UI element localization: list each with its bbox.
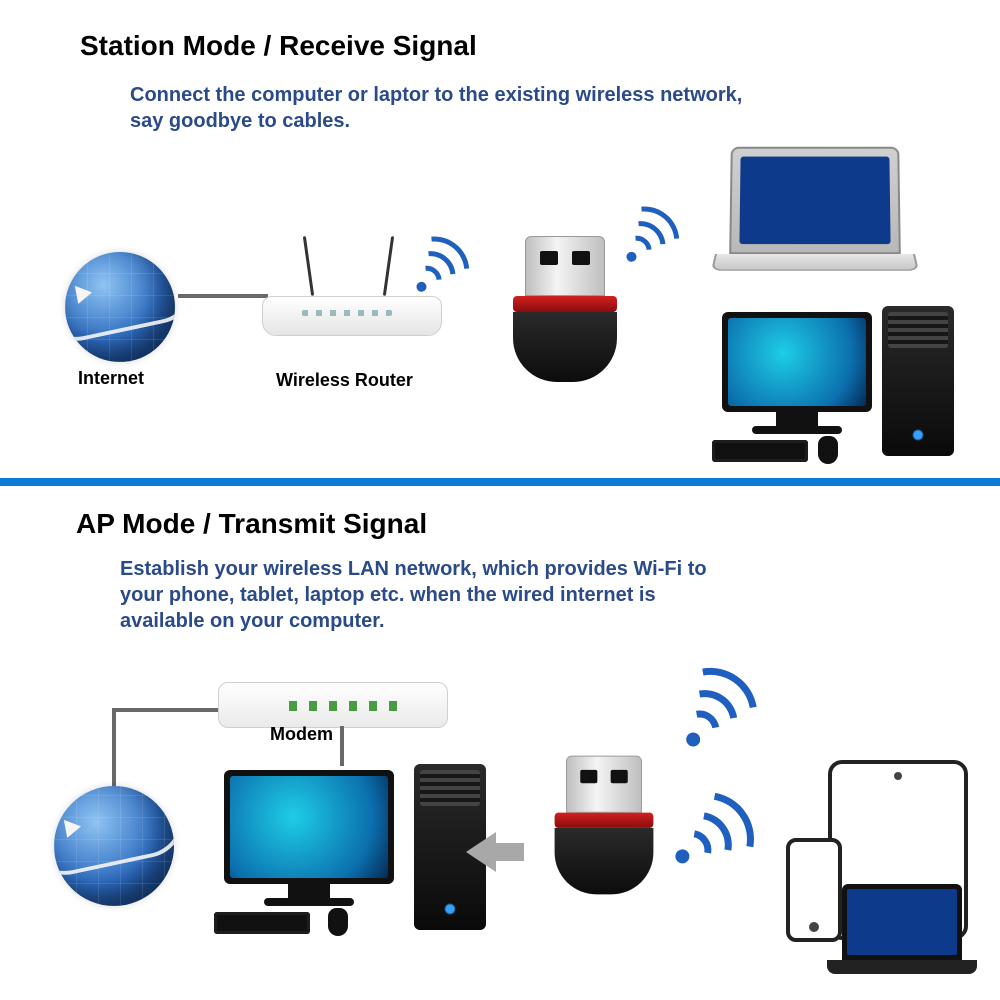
- section1-desc: Connect the computer or laptor to the ex…: [130, 82, 742, 134]
- arrow-left-icon: [466, 832, 496, 872]
- section1-title: Station Mode / Receive Signal: [80, 30, 477, 62]
- laptop-icon: [842, 884, 977, 974]
- modem-icon: [218, 682, 448, 728]
- wire-globe-router: [178, 294, 268, 298]
- section-divider: [0, 478, 1000, 486]
- section2-title: AP Mode / Transmit Signal: [76, 508, 427, 540]
- laptop-icon: [730, 146, 915, 282]
- wire-globe-modem-v: [112, 710, 116, 790]
- wire-globe-modem-h: [112, 708, 220, 712]
- phone-icon: [786, 838, 842, 942]
- modem-label: Modem: [270, 724, 333, 745]
- desktop-pc-icon: [224, 770, 394, 906]
- usb-wifi-adapter-icon: [505, 236, 625, 382]
- section2-desc: Establish your wireless LAN network, whi…: [120, 556, 707, 634]
- internet-globe-icon: [54, 786, 174, 906]
- wireless-router-label: Wireless Router: [276, 370, 413, 391]
- internet-globe-icon: [65, 252, 175, 362]
- desktop-pc-icon: [722, 312, 872, 434]
- usb-wifi-adapter-icon: [547, 756, 661, 895]
- wire-modem-pc: [340, 726, 344, 766]
- internet-label: Internet: [78, 368, 144, 389]
